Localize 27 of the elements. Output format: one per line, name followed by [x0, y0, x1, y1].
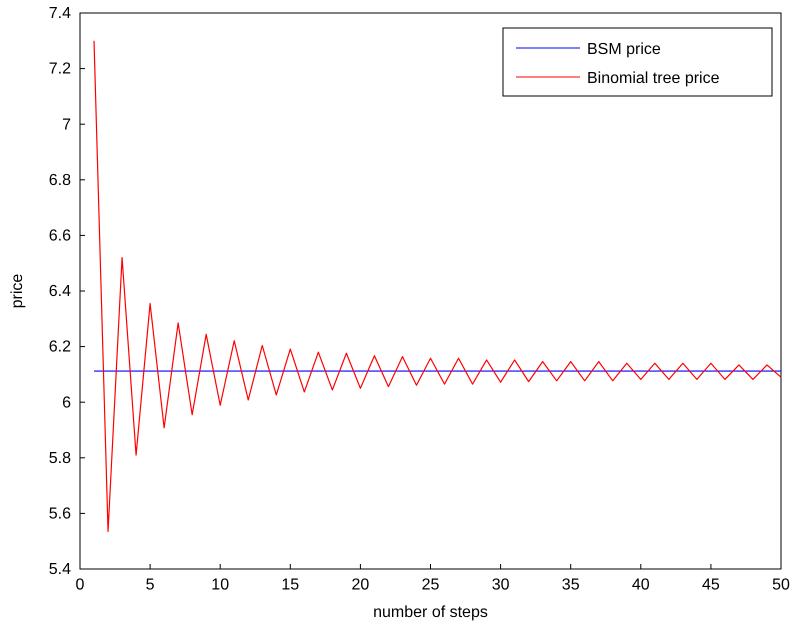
y-tick-label: 5.8: [48, 450, 72, 467]
x-tick-label: 30: [492, 576, 510, 594]
legend-label: BSM price: [587, 41, 661, 58]
x-tick-label: 25: [422, 576, 440, 594]
line-series: [93, 40, 782, 532]
x-tick-label: 40: [632, 576, 650, 594]
y-tick-label: 7: [62, 116, 72, 134]
x-tick-label: 50: [772, 576, 790, 594]
y-tick-label: 5.4: [48, 561, 72, 578]
y-tick-label: 7.2: [48, 60, 72, 78]
y-tick-label: 6.4: [48, 283, 72, 300]
y-tick-label: 6: [62, 394, 72, 412]
y-tick-label: 6.6: [48, 228, 72, 245]
y-tick-label: 7.4: [48, 5, 72, 22]
x-tick-label: 45: [702, 576, 720, 594]
y-axis-title: price: [9, 274, 26, 308]
x-tick-label: 5: [146, 576, 155, 594]
legend-label: Binomial tree price: [587, 70, 720, 87]
x-tick-label: 0: [76, 576, 85, 594]
x-tick-label: 15: [281, 576, 300, 594]
y-tick-label: 5.6: [48, 506, 72, 523]
y-tick-label: 6.8: [48, 172, 72, 189]
x-tick-label: 20: [352, 576, 370, 594]
x-tick-label: 10: [211, 576, 230, 594]
x-axis-title: number of steps: [373, 604, 488, 621]
y-tick-label: 6.2: [48, 338, 72, 356]
x-tick-label: 35: [562, 576, 580, 594]
